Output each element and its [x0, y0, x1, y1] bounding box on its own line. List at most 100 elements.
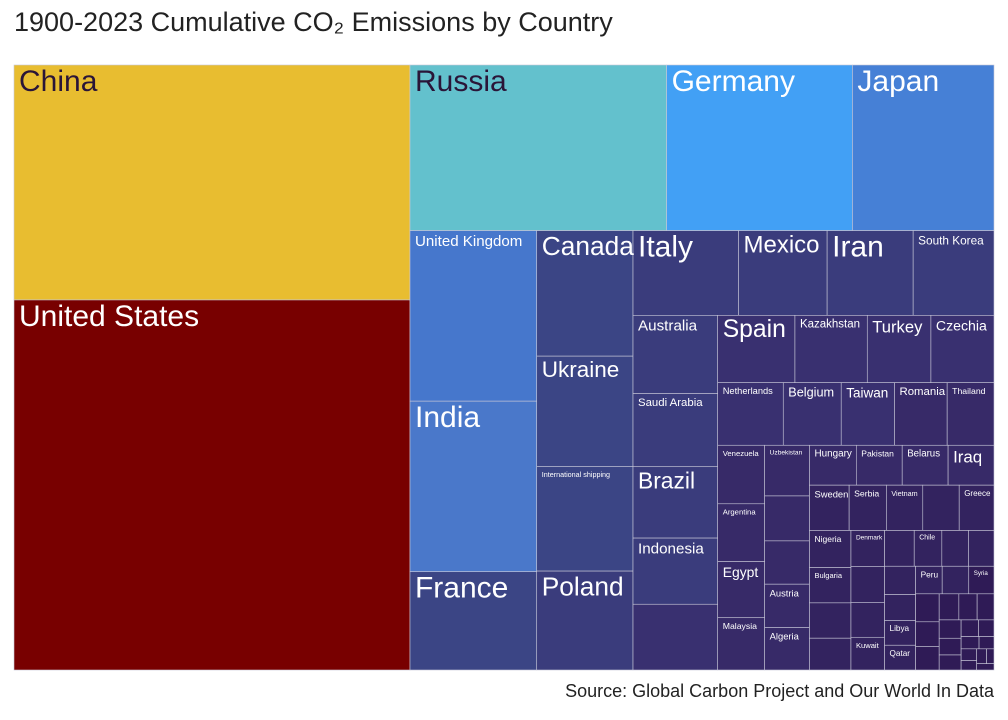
tile-label: Kuwait	[856, 641, 880, 650]
tile	[913, 530, 943, 567]
tile-label: Indonesia	[638, 540, 704, 557]
tile	[764, 495, 810, 542]
tile	[941, 565, 970, 595]
tile	[717, 315, 796, 383]
tile-label: Canada	[542, 231, 634, 261]
tile-label: Egypt	[723, 564, 759, 580]
tile	[978, 636, 995, 650]
tile	[960, 636, 980, 650]
tile	[915, 646, 940, 671]
tile-label: Kazakhstan	[800, 319, 860, 331]
tile	[717, 617, 765, 671]
tile-label: Russia	[415, 65, 507, 98]
tile-label: Ukraine	[542, 357, 620, 382]
tile	[632, 466, 719, 539]
tile-label: Chile	[919, 534, 935, 541]
tile	[915, 593, 940, 623]
tile-label: Mexico	[743, 231, 819, 258]
tile	[840, 382, 895, 446]
tile	[632, 603, 719, 671]
tile	[912, 230, 995, 316]
tile	[536, 466, 634, 572]
tile	[947, 444, 995, 486]
tile-label: Sweden	[814, 488, 848, 499]
tile-label: Denmark	[856, 534, 883, 541]
tile-label: Australia	[638, 318, 698, 335]
tile-label: Peru	[921, 570, 939, 580]
tile-label: Belgium	[788, 385, 834, 399]
tile	[809, 567, 852, 604]
tile	[884, 530, 915, 567]
tile	[884, 644, 916, 671]
tile	[848, 484, 887, 531]
tile-label: Pakistan	[861, 449, 894, 459]
tile-label: Nigeria	[814, 534, 841, 544]
tile	[976, 663, 995, 671]
tile	[809, 602, 852, 639]
tile	[958, 593, 978, 621]
tile	[915, 565, 943, 595]
tile-label: Iran	[832, 230, 884, 263]
tile	[632, 537, 719, 605]
tile-label: France	[415, 572, 508, 605]
tile	[409, 400, 538, 573]
tile	[409, 64, 667, 231]
tile-label: Qatar	[890, 649, 911, 658]
tile-label: Spain	[723, 316, 786, 343]
tile-label: Romania	[899, 386, 945, 398]
tile	[866, 315, 932, 383]
tile	[536, 570, 634, 671]
tile-label: International shipping	[542, 470, 610, 479]
tile	[938, 637, 962, 656]
tile	[409, 230, 538, 402]
tile	[915, 621, 940, 647]
tile	[978, 619, 995, 637]
tile-label: Taiwan	[846, 385, 888, 400]
tile	[930, 315, 995, 383]
tile-label: Serbia	[854, 489, 879, 499]
tile-label: Bulgaria	[814, 571, 842, 580]
tile-label: Uzbekistan	[770, 449, 803, 456]
tile	[886, 484, 924, 531]
tile	[717, 382, 784, 446]
tile-label: Italy	[638, 230, 693, 263]
tile	[938, 654, 962, 671]
tile-label: Syria	[974, 570, 989, 577]
tile	[794, 315, 868, 383]
tile	[968, 565, 995, 595]
tile	[13, 299, 411, 671]
tile	[852, 64, 995, 231]
tile-label: Vietnam	[891, 489, 917, 498]
tile-label: Czechia	[936, 318, 987, 334]
tile	[764, 540, 810, 585]
tile-label: Algeria	[770, 631, 800, 642]
tile-label: United States	[19, 300, 199, 333]
tile-label: Belarus	[907, 449, 940, 460]
tile	[632, 393, 719, 468]
tile	[968, 530, 995, 567]
tile	[938, 593, 960, 621]
tile	[409, 571, 538, 671]
tile-label: Argentina	[723, 507, 757, 516]
tile	[946, 382, 995, 446]
tile	[850, 530, 885, 567]
tile	[809, 637, 852, 671]
tile	[850, 602, 885, 638]
tile-label: Saudi Arabia	[638, 397, 703, 409]
tile	[717, 561, 765, 619]
tile-label: Thailand	[952, 386, 985, 396]
tile	[884, 594, 916, 621]
tile	[976, 648, 987, 664]
tile	[666, 64, 853, 231]
tile	[632, 315, 719, 394]
chart-title: 1900-2023 Cumulative CO₂ Emissions by Co…	[14, 7, 613, 37]
tile-label: Brazil	[638, 468, 695, 494]
tile	[960, 648, 977, 661]
tile-label: Germany	[672, 65, 795, 98]
tile	[850, 566, 885, 603]
tile	[717, 503, 765, 562]
tile-label: Netherlands	[723, 386, 773, 396]
tile	[738, 230, 828, 316]
tile	[884, 565, 916, 595]
